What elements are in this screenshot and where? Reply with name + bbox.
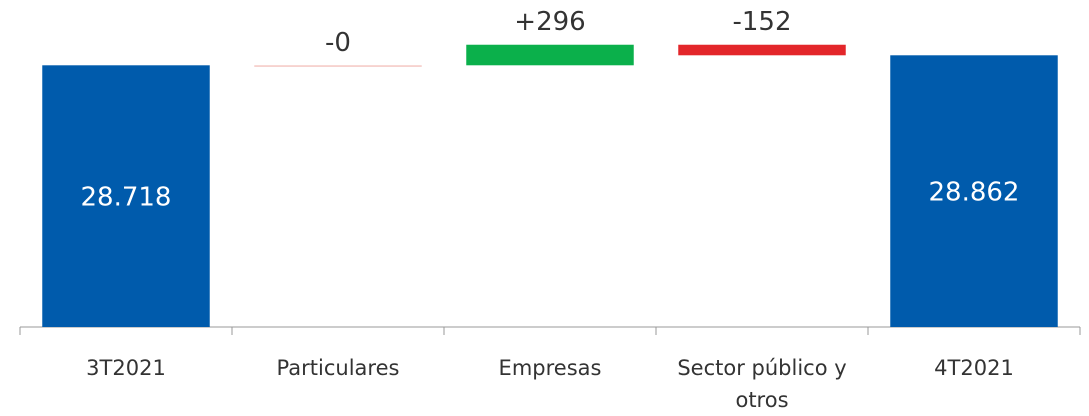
value-label: 28.718: [81, 183, 172, 213]
bar: [466, 44, 634, 66]
value-label: 28.862: [929, 178, 1020, 208]
x-tick-label: Empresas: [498, 356, 602, 380]
bar: [42, 65, 210, 327]
x-tick-label: 3T2021: [86, 356, 166, 380]
value-label: -0: [325, 28, 351, 58]
x-tick-label: Sector público y otros: [677, 356, 847, 412]
x-tick-label: Particulares: [276, 356, 400, 380]
value-label: -152: [732, 7, 791, 37]
bar: [678, 44, 846, 56]
value-label: +296: [514, 7, 585, 37]
bar: [890, 55, 1058, 327]
bar: [254, 65, 422, 67]
x-tick-label: 4T2021: [934, 356, 1014, 380]
